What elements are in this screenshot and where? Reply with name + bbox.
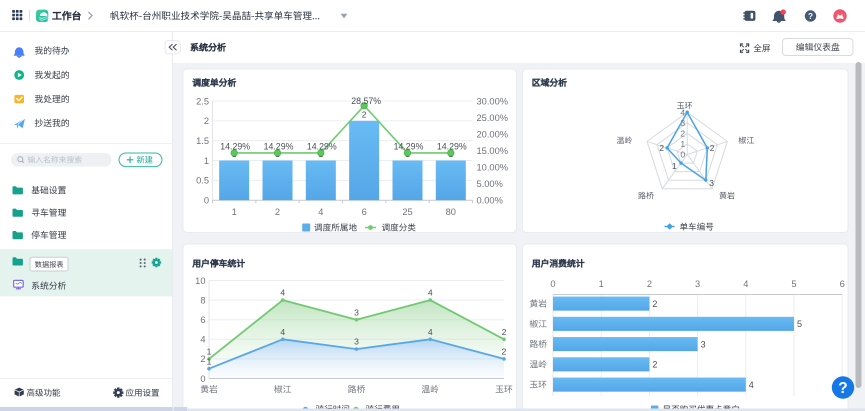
- svg-text:?: ?: [838, 380, 847, 397]
- svg-text:2: 2: [200, 354, 205, 364]
- svg-text:14.29%: 14.29%: [394, 141, 424, 151]
- svg-text:1: 1: [680, 139, 685, 149]
- svg-text:3: 3: [709, 178, 714, 188]
- svg-text:2: 2: [652, 360, 657, 370]
- svg-text:3: 3: [695, 279, 700, 289]
- svg-text:1: 1: [599, 279, 604, 289]
- svg-text:14.29%: 14.29%: [264, 141, 294, 151]
- svg-text:14.29%: 14.29%: [307, 141, 337, 151]
- svg-text:4: 4: [280, 327, 285, 337]
- svg-text:0.00%: 0.00%: [477, 196, 503, 206]
- svg-text:28.57%: 28.57%: [351, 96, 381, 106]
- svg-text:3: 3: [354, 337, 359, 347]
- svg-text:1: 1: [207, 347, 212, 357]
- svg-text:80: 80: [446, 207, 456, 217]
- svg-text:1: 1: [232, 207, 237, 217]
- svg-text:1: 1: [672, 161, 677, 171]
- svg-text:4: 4: [680, 107, 685, 117]
- svg-text:4: 4: [749, 380, 754, 390]
- svg-text:14.29%: 14.29%: [220, 141, 250, 151]
- svg-text:1: 1: [207, 356, 212, 366]
- svg-text:25.00%: 25.00%: [477, 113, 509, 123]
- svg-text:2: 2: [275, 207, 280, 217]
- svg-text:4: 4: [318, 207, 323, 217]
- svg-text:2: 2: [362, 109, 367, 119]
- svg-text:2: 2: [710, 143, 715, 153]
- svg-text:5.00%: 5.00%: [477, 179, 503, 189]
- svg-text:0: 0: [680, 150, 685, 160]
- svg-text:3: 3: [680, 118, 685, 128]
- svg-text:1: 1: [204, 156, 209, 166]
- svg-text:10.00%: 10.00%: [477, 162, 509, 172]
- svg-text:2: 2: [502, 347, 507, 357]
- svg-text:0: 0: [200, 374, 205, 384]
- svg-text:5: 5: [791, 279, 796, 289]
- svg-text:4: 4: [428, 327, 433, 337]
- svg-text:3: 3: [354, 307, 359, 317]
- svg-text:4: 4: [743, 279, 748, 289]
- svg-text:4: 4: [428, 288, 433, 298]
- svg-text:2: 2: [647, 279, 652, 289]
- svg-text:2: 2: [652, 299, 657, 309]
- svg-text:2: 2: [204, 116, 209, 126]
- svg-text:6: 6: [840, 279, 845, 289]
- svg-text:0.5: 0.5: [196, 176, 209, 186]
- svg-text:?: ?: [808, 12, 813, 21]
- svg-text:15.00%: 15.00%: [477, 146, 509, 156]
- svg-text:0: 0: [204, 196, 209, 206]
- svg-text:2: 2: [680, 128, 685, 138]
- svg-text:20.00%: 20.00%: [477, 129, 509, 139]
- svg-text:2.5: 2.5: [196, 96, 209, 106]
- svg-text:6: 6: [362, 207, 367, 217]
- svg-text:8: 8: [200, 295, 205, 305]
- svg-text:14.29%: 14.29%: [437, 141, 467, 151]
- svg-text:2: 2: [659, 143, 664, 153]
- svg-text:0: 0: [550, 279, 555, 289]
- svg-text:1.5: 1.5: [196, 136, 209, 146]
- svg-text:2: 2: [502, 327, 507, 337]
- svg-text:6: 6: [200, 315, 205, 325]
- svg-text:4: 4: [280, 288, 285, 298]
- svg-text:10: 10: [195, 276, 205, 286]
- svg-text:5: 5: [797, 319, 802, 329]
- svg-text:3: 3: [701, 339, 706, 349]
- svg-text:4: 4: [200, 335, 205, 345]
- svg-text:30.00%: 30.00%: [477, 96, 509, 106]
- svg-text:25: 25: [402, 207, 412, 217]
